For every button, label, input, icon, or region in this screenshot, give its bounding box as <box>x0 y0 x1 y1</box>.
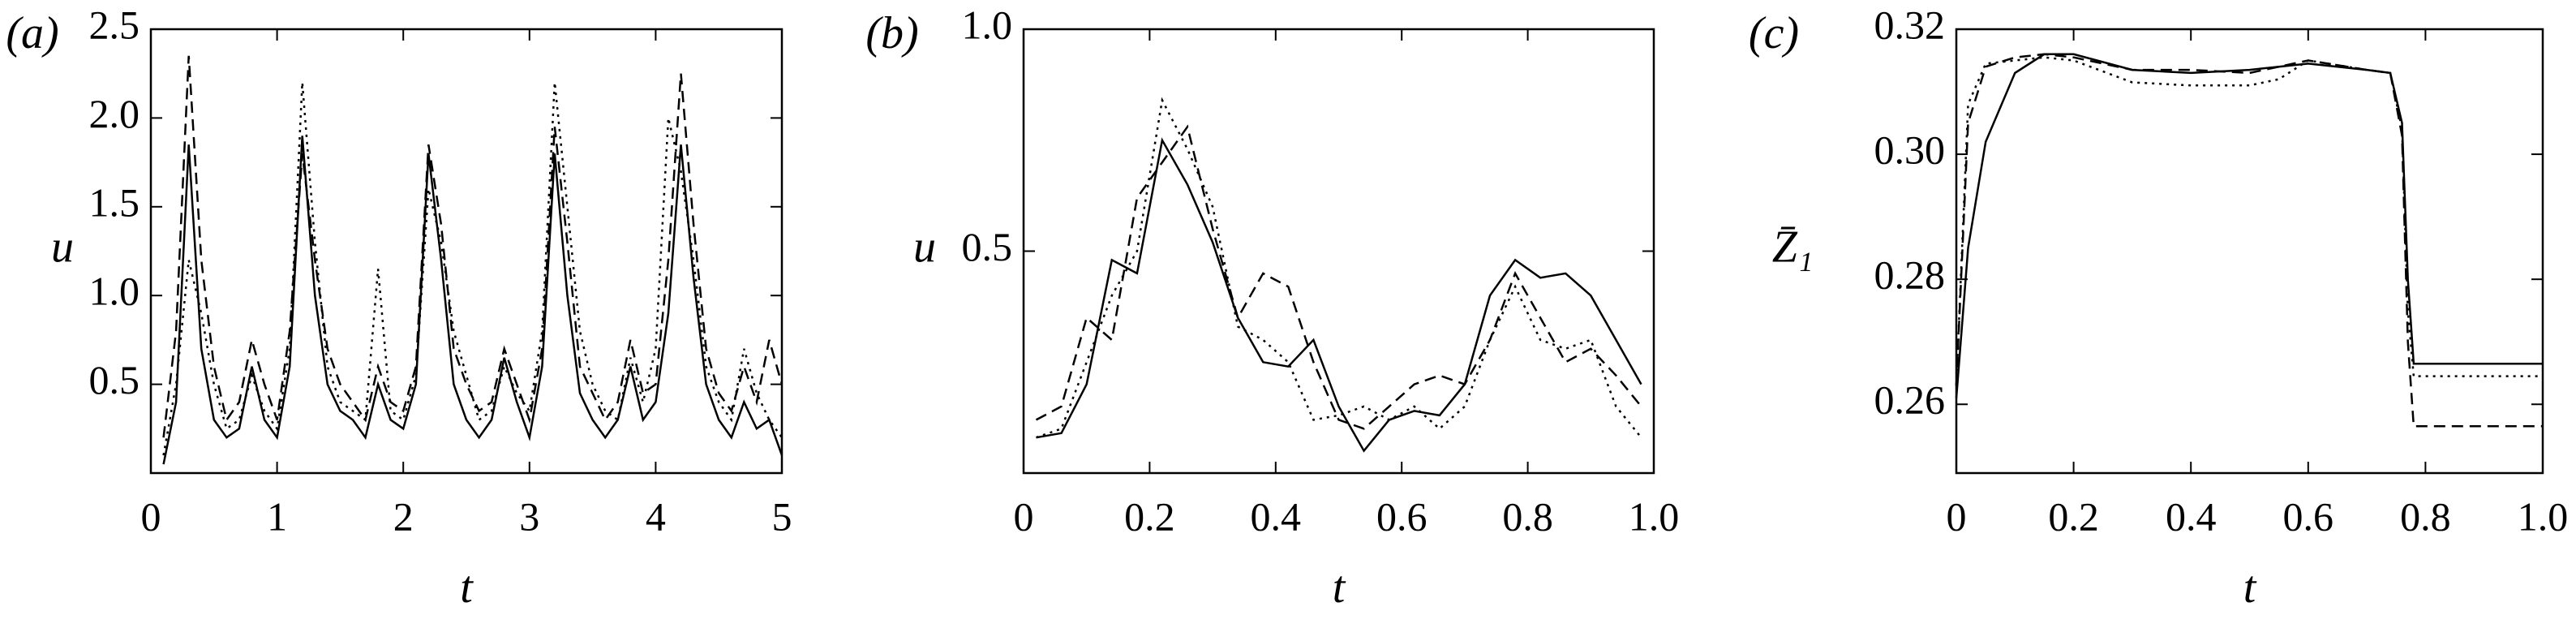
series-line <box>162 55 784 438</box>
x-tick-label: 0.2 <box>1124 493 1175 539</box>
y-tick-label: 2.5 <box>89 2 140 47</box>
y-tick-label: 0.5 <box>89 357 140 402</box>
y-tick-label: 0.28 <box>1874 252 1946 298</box>
x-axis-label: t <box>460 562 474 613</box>
series-line <box>1955 53 2543 428</box>
y-tick-label: 1.0 <box>962 2 1013 47</box>
x-tick-label: 0.4 <box>2166 493 2217 539</box>
panel-label: (b) <box>865 8 918 58</box>
y-axis-label: Z̄₁ <box>1772 222 1814 272</box>
plot-frame <box>1955 28 2544 475</box>
x-tick-label: 1.0 <box>2518 493 2569 539</box>
series-line <box>162 136 784 465</box>
x-tick-label: 3 <box>519 493 539 539</box>
y-tick-label: 0.30 <box>1874 127 1946 173</box>
x-tick-label: 0.4 <box>1251 493 1302 539</box>
series-line <box>1036 137 1642 453</box>
x-tick-label: 0 <box>1014 493 1034 539</box>
series-line <box>1036 97 1642 439</box>
x-tick-label: 0.6 <box>2283 493 2334 539</box>
series-line <box>1955 56 2543 386</box>
panel-label: (c) <box>1749 8 1799 58</box>
x-tick-label: 4 <box>646 493 666 539</box>
x-tick-label: 5 <box>772 493 792 539</box>
plot-frame <box>149 28 784 475</box>
x-tick-label: 2 <box>393 493 414 539</box>
x-tick-label: 1 <box>267 493 287 539</box>
y-tick-label: 2.0 <box>89 91 140 136</box>
x-tick-label: 0 <box>1947 493 1967 539</box>
panel-label: (a) <box>6 8 58 58</box>
y-tick-label: 1.5 <box>89 179 140 225</box>
x-tick-label: 0.8 <box>2400 493 2451 539</box>
series-line <box>1955 53 2543 398</box>
x-tick-label: 0.8 <box>1502 493 1553 539</box>
x-tick-label: 0.2 <box>2048 493 2099 539</box>
x-tick-label: 0.6 <box>1376 493 1428 539</box>
x-tick-label: 0 <box>141 493 161 539</box>
y-axis-label: u <box>51 222 74 272</box>
x-tick-label: 1.0 <box>1629 493 1680 539</box>
y-tick-label: 1.0 <box>89 269 140 314</box>
x-axis-label: t <box>1333 562 1346 613</box>
y-tick-label: 0.5 <box>962 224 1013 269</box>
series-line <box>1035 124 1642 430</box>
y-tick-label: 0.32 <box>1874 2 1946 47</box>
y-tick-label: 0.26 <box>1874 377 1946 423</box>
y-axis-label: u <box>913 222 936 272</box>
x-axis-label: t <box>2243 562 2257 613</box>
series-line <box>162 82 784 456</box>
